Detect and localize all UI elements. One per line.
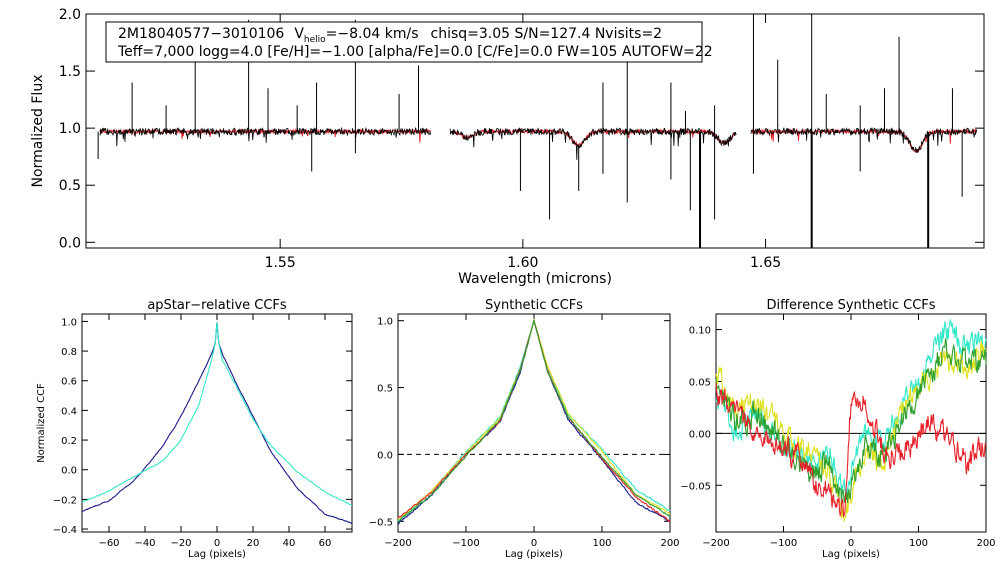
ccf-series-line — [397, 318, 671, 520]
difference-ccf-panel: Difference Synthetic CCFs −200 −100 0 100 20… — [680, 298, 995, 560]
x-tick-label: −100 — [770, 538, 797, 549]
apstar-ccf-x-axis-label: Lag (pixels) — [188, 549, 246, 560]
ccf-series-line — [715, 340, 987, 522]
y-tick-label: 0.00 — [689, 429, 711, 440]
difference-ccf-title: Difference Synthetic CCFs — [766, 298, 935, 313]
apstar-ccf-title: apStar−relative CCFs — [147, 298, 287, 313]
synthetic-ccf-title: Synthetic CCFs — [485, 298, 583, 313]
header-stats: chisq=3.05 S/N=127.4 Nvisits=2 — [431, 26, 663, 42]
y-tick-label: 2.0 — [59, 7, 81, 23]
x-tick-label: 1.65 — [750, 255, 781, 271]
x-tick-label: 200 — [660, 538, 679, 549]
x-tick-label: 0 — [214, 538, 220, 549]
x-tick-label: 0 — [848, 538, 854, 549]
ccf-series-line — [81, 322, 353, 506]
y-tick-label: 0.0 — [61, 466, 77, 477]
y-tick-label: −0.05 — [680, 481, 711, 492]
x-tick-label: −100 — [452, 538, 479, 549]
header-line-2: Teff=7,000 logg=4.0 [Fe/H]=−1.00 [alpha/… — [117, 44, 713, 60]
x-tick-label: −200 — [384, 538, 411, 549]
y-tick-label: 0.05 — [689, 377, 711, 388]
x-tick-label: 60 — [319, 538, 332, 549]
ccf-series-line — [397, 320, 671, 523]
ccf-series-line — [715, 318, 987, 496]
ccf-series-line — [397, 318, 671, 522]
header-info-box — [105, 21, 703, 63]
header-vhelio-subscript: helio — [304, 35, 326, 45]
ccf-series-line — [715, 383, 987, 518]
y-tick-label: 1.0 — [61, 317, 77, 328]
x-tick-label: −20 — [170, 538, 191, 549]
x-tick-label: 40 — [283, 538, 296, 549]
y-tick-label: 0.10 — [689, 326, 711, 337]
apstar-ccf-y-axis-label: Normalized CCF — [36, 383, 47, 463]
y-tick-label: −0.4 — [53, 525, 77, 536]
synthetic-ccf-x-axis-label: Lag (pixels) — [505, 549, 563, 560]
synthetic-ccf-frame — [397, 313, 671, 533]
y-tick-label: 0.4 — [61, 406, 77, 417]
apstar-ccf-frame — [81, 313, 353, 533]
spectrum-plot-frame — [85, 13, 985, 249]
ccf-series-line — [397, 320, 671, 523]
apstar-ccf-panel: apStar−relative CCFs −60 −40 −20 0 20 40 60 −0.… — [36, 298, 353, 560]
spectrum-x-axis-label: Wavelength (microns) — [458, 271, 612, 287]
ccf-series-line — [397, 319, 670, 525]
x-tick-label: −40 — [134, 538, 155, 549]
y-tick-label: 0.6 — [61, 377, 77, 388]
y-tick-label: 0.2 — [61, 436, 77, 447]
ccf-series-line — [715, 337, 987, 504]
y-tick-label: 1.0 — [377, 317, 393, 328]
observed-spectrum-segment — [449, 127, 737, 160]
header-vhelio-prefix: V — [294, 26, 304, 42]
observed-spectrum-segment — [750, 126, 978, 154]
y-tick-label: 1.5 — [59, 64, 81, 80]
y-tick-label: 0.5 — [377, 384, 393, 395]
header-vhelio-value: =−8.04 km/s — [326, 26, 419, 42]
synthetic-ccf-panel: Synthetic CCFs −200 −100 0 100 200 −0.5 0.0 0.5… — [369, 298, 680, 560]
x-tick-label: 0 — [531, 538, 537, 549]
difference-ccf-x-axis-label: Lag (pixels) — [822, 549, 880, 560]
x-tick-label: 1.55 — [265, 255, 296, 271]
header-line-1: 2M18040577−3010106 Vhelio=−8.04 km/s chisq… — [118, 26, 662, 45]
x-tick-label: −200 — [702, 538, 729, 549]
model-spectrum-segment — [449, 127, 737, 148]
x-tick-label: −60 — [98, 538, 119, 549]
y-tick-label: −0.5 — [369, 517, 393, 528]
x-tick-label: 1.60 — [507, 255, 538, 271]
x-tick-label: 200 — [976, 538, 995, 549]
y-tick-label: 0.0 — [377, 450, 393, 461]
ccf-series-line — [81, 322, 353, 524]
y-tick-label: 0.8 — [61, 347, 77, 358]
x-tick-label: 100 — [592, 538, 611, 549]
y-tick-label: 0.0 — [59, 235, 81, 251]
header-star-id: 2M18040577−3010106 — [118, 26, 284, 42]
spectrum-y-axis-label: Normalized Flux — [30, 75, 46, 188]
observed-spectrum-segment — [99, 126, 431, 147]
y-tick-label: 1.0 — [59, 121, 81, 137]
y-tick-label: 0.5 — [59, 178, 81, 194]
x-tick-label: 100 — [909, 538, 928, 549]
y-tick-label: −0.2 — [53, 495, 77, 506]
x-tick-label: 20 — [247, 538, 260, 549]
spectrum-panel: 1.55 1.60 1.65 0.0 0.5 1.0 1.5 2.0 Wavelength (… — [30, 7, 985, 287]
